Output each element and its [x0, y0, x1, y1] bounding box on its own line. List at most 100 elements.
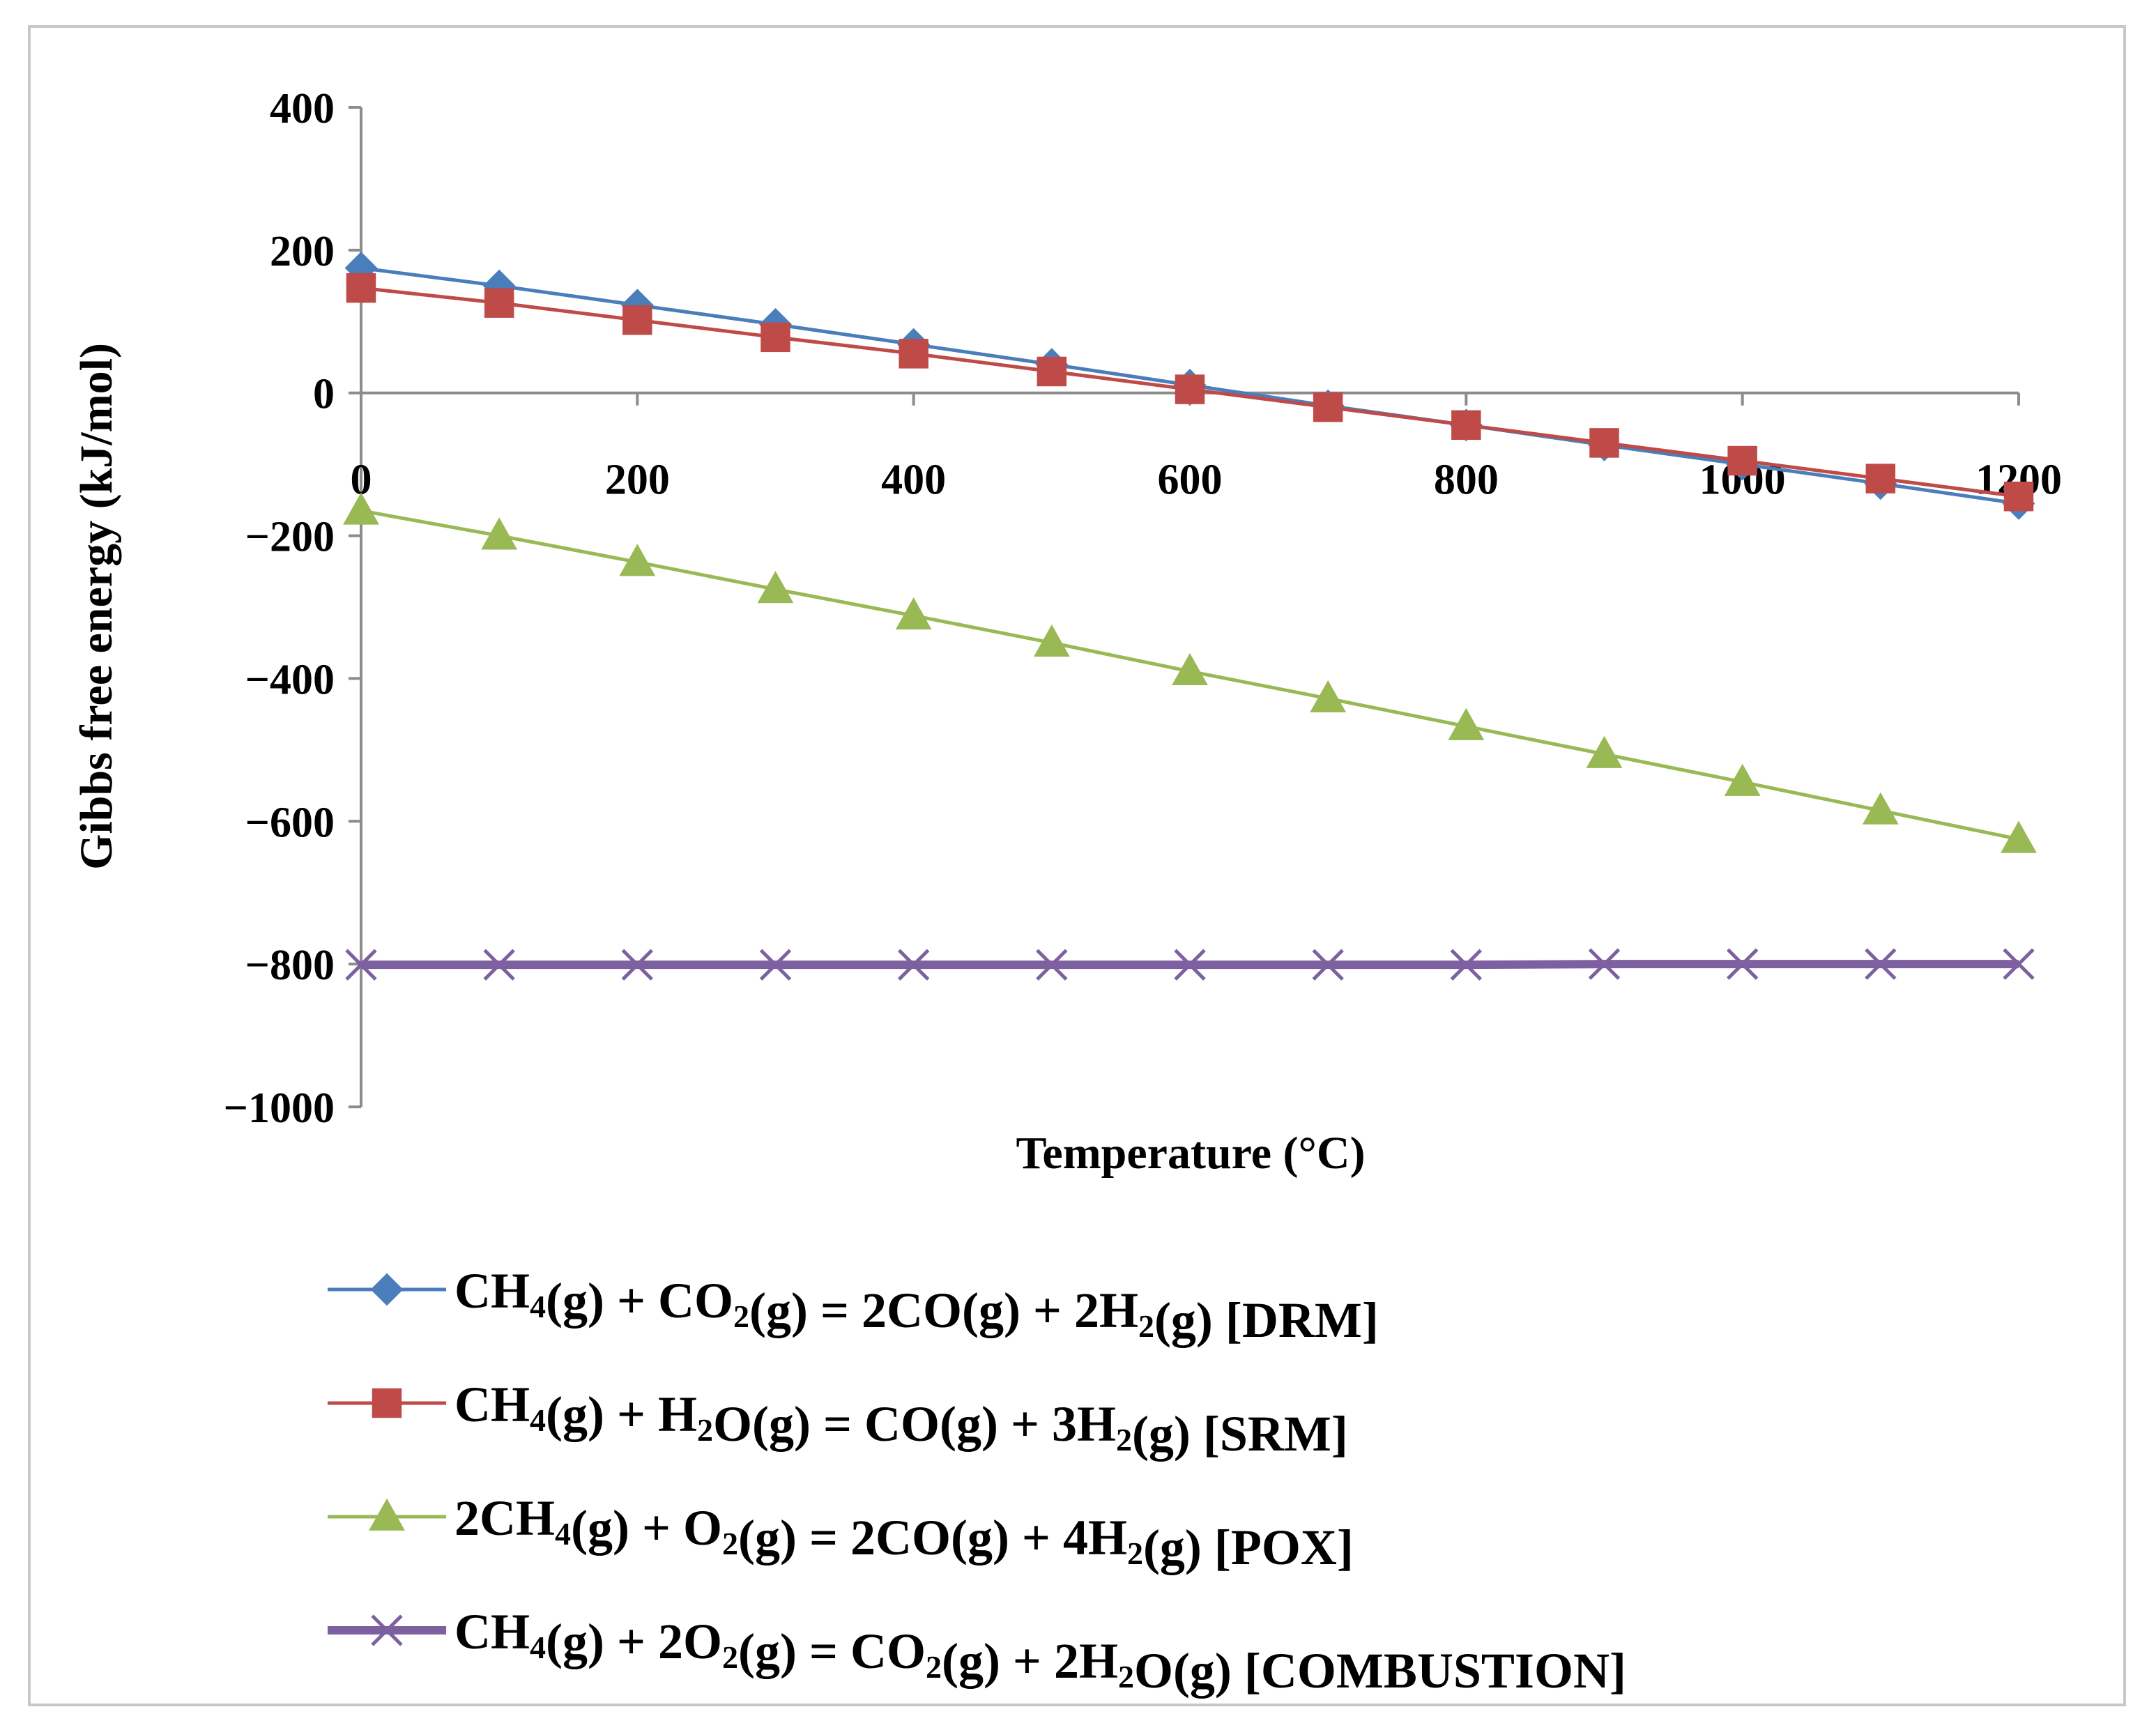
- data-point: [1451, 410, 1481, 441]
- data-point: [484, 288, 514, 318]
- data-point: [895, 597, 932, 630]
- legend-label-part: (g) + 2H: [942, 1633, 1118, 1689]
- y-tick-label: 400: [270, 85, 335, 132]
- legend-label-part: (g) [SRM]: [1132, 1406, 1348, 1462]
- data-point: [1036, 949, 1068, 981]
- x-marker-stroke: [1588, 948, 1621, 980]
- x-tick-label: 400: [881, 457, 946, 504]
- legend: CH4(g) + CO2(g) = 2CO(g) + 2H2(g) [DRM]C…: [328, 1263, 1626, 1699]
- x-tick-label: 800: [1434, 457, 1499, 504]
- data-point: [621, 949, 654, 981]
- y-axis-title: Gibbs free energy (kJ/mol): [71, 343, 122, 870]
- legend-label-part: (g) + H: [546, 1386, 697, 1442]
- legend-label-subscript: 4: [555, 1516, 571, 1552]
- data-point: [1312, 949, 1344, 981]
- data-point: [1586, 735, 1623, 768]
- data-point: [1726, 948, 1759, 980]
- y-tick-label: −800: [245, 942, 335, 989]
- x-marker-stroke: [371, 1614, 403, 1646]
- data-point: [2001, 820, 2037, 853]
- y-tick-label: −1000: [224, 1085, 335, 1132]
- data-point: [1589, 428, 1619, 458]
- legend-label-part: (g) [DRM]: [1154, 1292, 1379, 1348]
- legend-label-part: CH: [454, 1263, 530, 1319]
- legend-label-subscript: 2: [1116, 1422, 1132, 1457]
- x-marker-stroke: [897, 949, 930, 981]
- data-point: [1865, 464, 1896, 493]
- x-marker-stroke: [1726, 948, 1759, 980]
- y-tick-label: −200: [245, 514, 335, 561]
- legend-label-part: CH: [454, 1604, 530, 1660]
- legend-label-part: (g) + 2O: [546, 1614, 722, 1669]
- data-point: [1724, 763, 1761, 796]
- data-point: [483, 949, 515, 981]
- legend-label: CH4(g) + CO2(g) = 2CO(g) + 2H2(g) [DRM]: [454, 1263, 1379, 1348]
- legend-label-part: (g) + CO: [546, 1273, 733, 1329]
- legend-marker: [370, 1273, 404, 1306]
- data-point: [1448, 707, 1485, 740]
- x-marker-stroke: [1174, 949, 1206, 981]
- legend-label-subscript: 2: [722, 1526, 738, 1561]
- data-point: [1865, 948, 1897, 980]
- y-tick-label: 200: [270, 228, 335, 275]
- legend-label-part: (g) = CO: [738, 1623, 926, 1679]
- data-point: [759, 949, 792, 981]
- data-point: [1175, 374, 1205, 404]
- legend-label-subscript: 2: [1118, 1659, 1134, 1694]
- legend-label-part: (g) = 2CO(g) + 4H: [738, 1510, 1127, 1566]
- data-point: [1037, 356, 1067, 387]
- legend-entry: 2CH4(g) + O2(g) = 2CO(g) + 4H2(g) [POX]: [328, 1490, 1354, 1575]
- data-point: [2003, 948, 2035, 980]
- data-point: [899, 339, 928, 369]
- legend-entry: CH4(g) + 2O2(g) = CO2(g) + 2H2O(g) [COMB…: [328, 1604, 1626, 1699]
- plot-series: [343, 252, 2037, 981]
- legend-entry: CH4(g) + H2O(g) = CO(g) + 3H2(g) [SRM]: [328, 1377, 1348, 1462]
- data-point: [760, 322, 790, 353]
- x-marker-stroke: [759, 949, 792, 981]
- legend-label: 2CH4(g) + O2(g) = 2CO(g) + 4H2(g) [POX]: [454, 1490, 1354, 1575]
- data-point: [2003, 481, 2034, 512]
- data-point: [622, 305, 652, 335]
- x-axis-title: Temperature (°C): [1016, 1128, 1365, 1179]
- x-marker-stroke: [1450, 949, 1483, 981]
- legend-label-part: (g) [POX]: [1143, 1520, 1354, 1575]
- legend-label-subscript: 2: [697, 1412, 713, 1448]
- legend-label-subscript: 2: [926, 1649, 942, 1685]
- legend-label: CH4(g) + H2O(g) = CO(g) + 3H2(g) [SRM]: [454, 1377, 1348, 1462]
- legend-label-part: CH: [454, 1377, 530, 1432]
- legend-label-subscript: 2: [1138, 1308, 1154, 1344]
- legend-marker: [372, 1388, 402, 1418]
- y-tick-label: 0: [313, 371, 335, 418]
- legend-label-part: (g) + O: [571, 1500, 722, 1556]
- series-triangle: [343, 492, 2037, 853]
- data-point: [345, 949, 377, 981]
- legend-label: CH4(g) + 2O2(g) = CO2(g) + 2H2O(g) [COMB…: [454, 1604, 1626, 1699]
- x-marker-stroke: [1865, 948, 1897, 980]
- legend-label-subscript: 4: [530, 1630, 546, 1665]
- data-point: [1588, 948, 1621, 980]
- y-tick-labels: 400 200 0 −200 −400 −600 −800 −1000: [224, 85, 335, 1132]
- data-point: [343, 492, 379, 525]
- data-point: [1450, 949, 1483, 981]
- legend-marker: [371, 1614, 403, 1646]
- x-marker-stroke: [1036, 949, 1068, 981]
- data-point: [481, 517, 518, 550]
- data-point: [1174, 949, 1206, 981]
- x-marker-stroke: [2003, 948, 2035, 980]
- x-marker-stroke: [483, 949, 515, 981]
- legend-label-part: O(g) [COMBUSTION]: [1134, 1643, 1626, 1699]
- x-tick-label: 600: [1158, 457, 1223, 504]
- data-point: [897, 949, 930, 981]
- data-point: [1033, 624, 1070, 657]
- legend-label-subscript: 2: [1127, 1536, 1143, 1571]
- data-point: [757, 571, 794, 604]
- x-tick-label: 200: [605, 457, 670, 504]
- data-point: [346, 273, 376, 303]
- legend-label-subscript: 4: [530, 1289, 546, 1324]
- y-tick-label: −600: [245, 799, 335, 846]
- series-x: [345, 948, 2035, 981]
- legend-label-part: O(g) = CO(g) + 3H: [713, 1396, 1116, 1452]
- legend-label-part: 2CH: [454, 1490, 555, 1546]
- x-marker-stroke: [345, 949, 377, 981]
